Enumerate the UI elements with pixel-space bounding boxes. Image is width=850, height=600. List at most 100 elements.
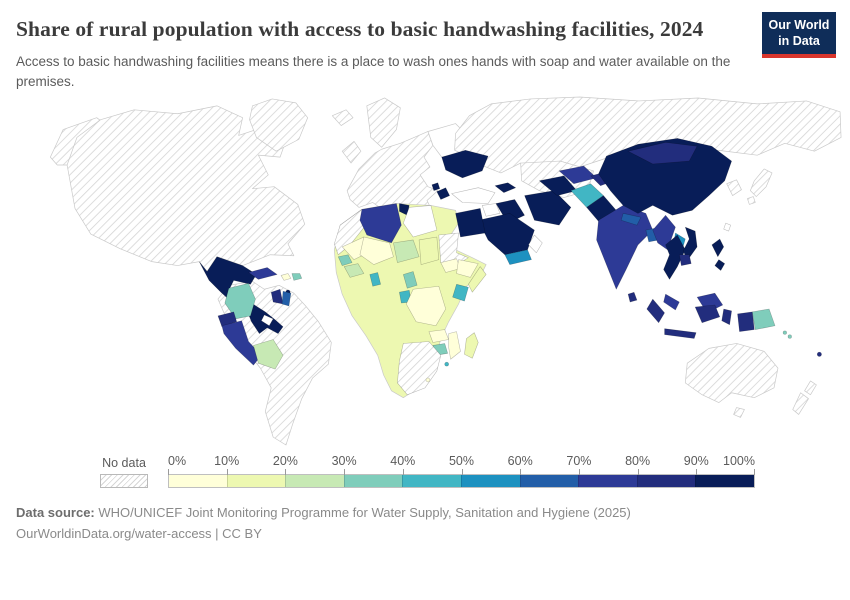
country-madagascar[interactable] — [464, 332, 479, 359]
country-somalia[interactable] — [468, 266, 487, 293]
country-yemen[interactable] — [504, 249, 532, 265]
country-lesotho[interactable] — [425, 377, 431, 383]
country-guinea[interactable] — [343, 263, 365, 278]
country-new-zealand-south[interactable] — [792, 392, 809, 415]
country-philippines-luzon[interactable] — [711, 238, 725, 257]
country-suriname[interactable] — [281, 290, 292, 307]
country-australia[interactable] — [684, 343, 779, 403]
country-niger[interactable] — [393, 239, 420, 263]
country-cambodia[interactable] — [679, 254, 692, 266]
region-scandinavia[interactable] — [366, 97, 401, 148]
country-dominican-republic[interactable] — [291, 273, 303, 281]
country-mongolia[interactable] — [627, 142, 698, 165]
legend-bin-2[interactable] — [285, 475, 344, 488]
legend-bin-7[interactable] — [578, 475, 637, 488]
legend-bin-6[interactable] — [519, 475, 579, 488]
legend-bin-3[interactable] — [343, 475, 403, 488]
region-caucasus[interactable] — [494, 182, 516, 193]
world-map[interactable] — [0, 96, 850, 446]
legend-no-data: No data — [100, 456, 148, 489]
country-egypt[interactable] — [455, 208, 486, 238]
region-southern-africa[interactable] — [397, 341, 442, 396]
legend-bin-4[interactable] — [402, 475, 461, 488]
country-saudi-arabia[interactable] — [477, 213, 535, 256]
legend-bin-5[interactable] — [460, 475, 520, 488]
legend-tick — [461, 469, 463, 476]
country-thailand[interactable] — [663, 234, 686, 280]
legend-tick-label: 40% — [390, 454, 416, 469]
owid-logo[interactable]: Our World in Data — [762, 12, 836, 59]
country-solomon-islands-2[interactable] — [787, 334, 792, 339]
country-nicaragua[interactable] — [261, 314, 274, 327]
legend-tick-label: 100% — [723, 454, 755, 469]
country-myanmar[interactable] — [652, 215, 676, 251]
country-oman[interactable] — [528, 234, 543, 254]
country-malaysia-peninsula[interactable] — [663, 293, 680, 311]
legend-bin-9[interactable] — [695, 475, 754, 488]
country-taiwan[interactable] — [723, 222, 731, 232]
legend-bin-0[interactable] — [169, 475, 227, 488]
region-tasmania[interactable] — [733, 407, 745, 418]
legend-tick-label: 10% — [214, 454, 240, 469]
legend-bin-8[interactable] — [636, 475, 696, 488]
country-russia[interactable] — [454, 96, 842, 174]
country-nepal[interactable] — [620, 213, 642, 226]
country-ethiopia[interactable] — [456, 259, 479, 278]
legend-tick-label: 90% — [683, 454, 709, 469]
country-turkey[interactable] — [451, 187, 496, 204]
country-united-kingdom[interactable] — [341, 141, 362, 164]
country-kenya[interactable] — [452, 284, 469, 302]
country-new-zealand-north[interactable] — [804, 380, 817, 396]
country-bosnia[interactable] — [431, 182, 441, 191]
chart-footer: Data source: WHO/UNICEF Joint Monitoring… — [0, 488, 850, 545]
country-philippines-mindanao[interactable] — [714, 259, 725, 271]
country-mali[interactable] — [359, 236, 394, 265]
country-indonesia-papua[interactable] — [737, 311, 755, 332]
map-legend: No data 0% 10% 20% 30% 40% 50% 60% 70% 80% 90% 100… — [100, 454, 755, 489]
legend-tick — [696, 469, 698, 476]
citation-note[interactable]: OurWorldinData.org/water-access | CC BY — [16, 526, 262, 542]
country-bolivia[interactable] — [253, 339, 284, 370]
country-ghana[interactable] — [369, 272, 381, 287]
country-ecuador[interactable] — [217, 311, 237, 327]
legend-tick-label: 80% — [625, 454, 651, 469]
country-libya[interactable] — [403, 205, 438, 238]
country-solomon-islands[interactable] — [782, 330, 787, 335]
region-europe-mainland[interactable] — [346, 131, 439, 217]
country-colombia[interactable] — [224, 283, 256, 320]
legend-tick-label: 0% — [168, 454, 187, 469]
country-serbia[interactable] — [436, 187, 450, 200]
country-zambia[interactable] — [428, 329, 449, 343]
country-cameroon[interactable] — [403, 271, 418, 289]
country-dr-congo[interactable] — [405, 286, 446, 327]
country-indonesia-sumatra[interactable] — [646, 298, 665, 324]
country-iceland[interactable] — [331, 109, 354, 126]
country-indonesia-sulawesi[interactable] — [721, 308, 732, 326]
no-data-label: No data — [102, 456, 146, 471]
country-indonesia-kalimantan[interactable] — [694, 304, 721, 324]
country-sri-lanka[interactable] — [627, 291, 638, 303]
country-peru[interactable] — [221, 320, 262, 366]
country-senegal[interactable] — [337, 254, 353, 266]
country-mozambique[interactable] — [448, 331, 461, 360]
data-source-label: Data source: — [16, 505, 95, 521]
no-data-swatch[interactable] — [100, 474, 148, 489]
country-ukraine[interactable] — [441, 149, 489, 179]
country-haiti[interactable] — [280, 273, 292, 281]
country-algeria[interactable] — [359, 203, 402, 244]
country-greenland[interactable] — [249, 98, 309, 152]
country-iran[interactable] — [524, 190, 572, 226]
country-eswatini[interactable] — [444, 361, 449, 367]
country-china[interactable] — [598, 138, 732, 216]
region-korea[interactable] — [726, 179, 742, 196]
country-japan-south[interactable] — [747, 196, 756, 205]
country-syria[interactable] — [481, 203, 501, 217]
country-indonesia-java[interactable] — [664, 328, 697, 339]
country-chad[interactable] — [418, 236, 440, 265]
country-papua-new-guinea[interactable] — [752, 308, 776, 330]
legend-bin-1[interactable] — [226, 475, 286, 488]
country-canada-usa[interactable] — [66, 105, 306, 272]
country-cuba[interactable] — [248, 267, 278, 280]
country-japan[interactable] — [750, 168, 773, 197]
country-fiji[interactable] — [816, 351, 822, 357]
